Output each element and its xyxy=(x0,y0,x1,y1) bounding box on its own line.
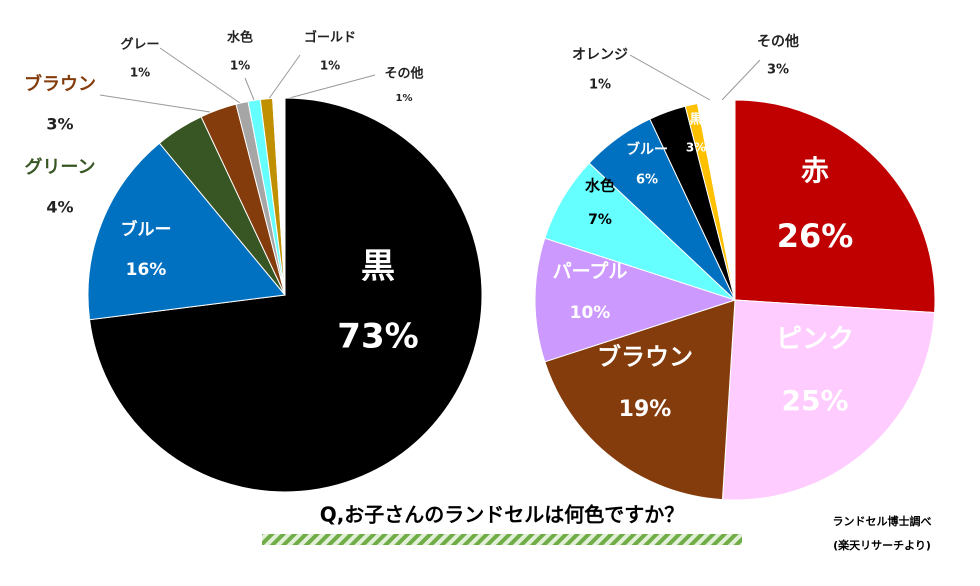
slice-label: 水色 xyxy=(585,177,615,195)
slice-value: 19% xyxy=(619,397,672,422)
pie-slice xyxy=(272,97,286,296)
slice-value: 3% xyxy=(686,141,706,155)
slice-value: 1% xyxy=(396,93,413,104)
slice-label: ゴールド xyxy=(304,30,356,46)
slice-label: パープル xyxy=(553,260,628,283)
slice-label: 赤 xyxy=(801,154,829,187)
question-title: Q,お子さんのランドセルは何色ですか？ xyxy=(320,503,685,527)
slice-label: その他 xyxy=(384,66,423,82)
slice-label: ブルー xyxy=(626,141,668,158)
slice-value: 3% xyxy=(767,63,789,78)
pie-slice xyxy=(721,299,936,501)
slice-label: 黒 xyxy=(689,112,702,128)
slice-value: 1% xyxy=(589,78,611,93)
slice-value: 10% xyxy=(570,303,611,323)
slice-label: グレー xyxy=(120,37,159,53)
slice-value: 26% xyxy=(777,217,854,255)
slice-value: 7% xyxy=(588,212,612,228)
pie-slice xyxy=(696,99,736,301)
slice-label: グリーン xyxy=(24,156,95,178)
slice-label: ピンク xyxy=(776,325,854,355)
pie-slice xyxy=(734,99,936,314)
slice-value: 73% xyxy=(337,317,418,357)
slice-value: 4% xyxy=(46,198,73,217)
slice-label: ブラウン xyxy=(24,73,96,95)
slice-label: オレンジ xyxy=(572,47,628,63)
slice-label: ブルー xyxy=(121,219,172,240)
pie-slice xyxy=(534,237,737,363)
slice-label: ブラウン xyxy=(597,343,693,371)
underline-bar xyxy=(262,534,742,545)
pie-slice xyxy=(88,97,483,493)
slice-value: 16% xyxy=(126,260,167,280)
slice-label: その他 xyxy=(757,33,799,50)
slice-value: 1% xyxy=(320,59,340,73)
slice-value: 25% xyxy=(781,384,848,417)
source-line: (楽天リサーチより) xyxy=(833,538,931,552)
slice-label: 水色 xyxy=(227,30,253,46)
pie-slice xyxy=(87,142,286,321)
slice-value: 6% xyxy=(636,173,658,188)
slice-value: 3% xyxy=(46,115,73,134)
pie-slice xyxy=(544,299,736,501)
slice-value: 1% xyxy=(130,66,150,80)
slice-value: 1% xyxy=(230,59,250,73)
leader-lines xyxy=(99,47,761,113)
source-line: ランドセル博士調べ xyxy=(833,514,932,528)
slice-label: 黒 xyxy=(361,247,395,287)
